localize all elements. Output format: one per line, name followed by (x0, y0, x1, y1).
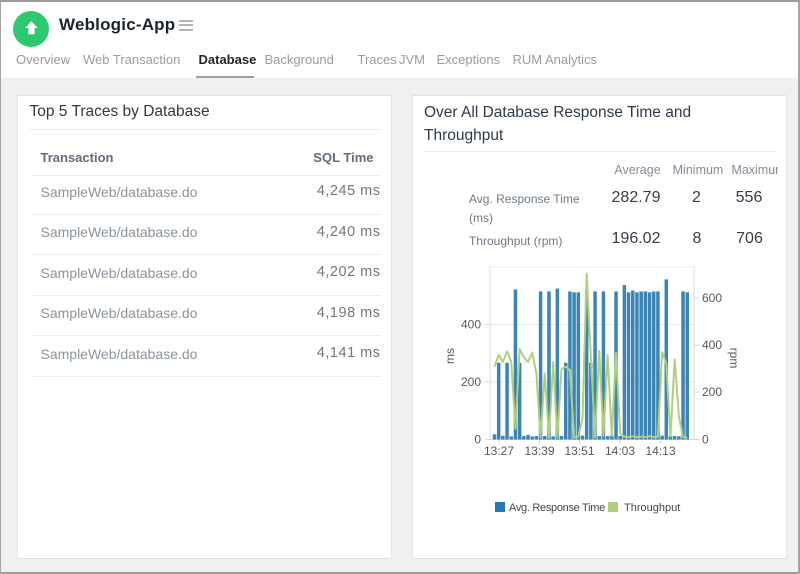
svg-text:13:27: 13:27 (484, 444, 514, 458)
svg-text:Avg. Response Time: Avg. Response Time (509, 502, 605, 514)
svg-text:rpm: rpm (727, 348, 741, 369)
svg-text:200: 200 (461, 375, 481, 389)
svg-text:13:39: 13:39 (524, 444, 554, 458)
svg-text:400: 400 (461, 318, 481, 332)
svg-text:600: 600 (702, 291, 722, 305)
svg-text:Throughput: Throughput (624, 502, 680, 514)
svg-text:13:51: 13:51 (564, 444, 594, 458)
svg-text:200: 200 (702, 385, 722, 399)
svg-text:0: 0 (702, 433, 709, 447)
svg-text:14:03: 14:03 (605, 444, 635, 458)
svg-text:14:13: 14:13 (645, 444, 675, 458)
svg-text:ms: ms (443, 348, 457, 364)
svg-text:0: 0 (474, 433, 481, 447)
svg-text:400: 400 (702, 338, 722, 352)
